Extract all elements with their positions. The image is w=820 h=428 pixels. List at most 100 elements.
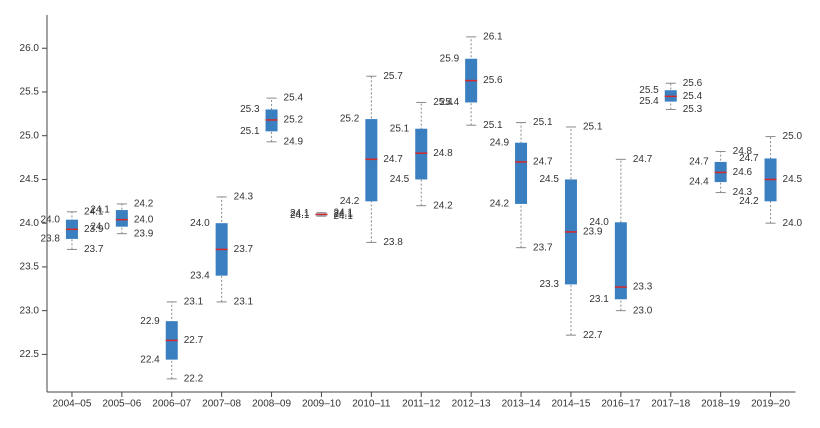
box bbox=[115, 210, 128, 227]
value-label: 25.2 bbox=[284, 115, 304, 126]
value-label: 24.5 bbox=[390, 174, 410, 185]
x-tick-label: 2007–08 bbox=[202, 399, 241, 410]
value-label: 24.1 bbox=[290, 208, 310, 219]
value-label: 23.0 bbox=[633, 305, 653, 316]
y-tick-label: 23.5 bbox=[20, 262, 40, 273]
value-label: 24.0 bbox=[783, 218, 803, 229]
y-tick-label: 26.0 bbox=[20, 43, 40, 54]
x-tick-label: 2005–06 bbox=[102, 399, 141, 410]
box bbox=[614, 222, 627, 300]
x-tick-label: 2008–09 bbox=[252, 399, 291, 410]
value-label: 24.7 bbox=[689, 157, 709, 168]
box bbox=[365, 119, 378, 202]
value-label: 23.8 bbox=[40, 234, 60, 245]
value-label: 25.4 bbox=[639, 96, 659, 107]
box bbox=[415, 128, 428, 180]
value-label: 24.3 bbox=[733, 187, 753, 198]
x-tick-label: 2011–12 bbox=[402, 399, 441, 410]
value-label: 25.4 bbox=[284, 93, 304, 104]
x-tick-label: 2018–19 bbox=[701, 399, 740, 410]
y-tick-label: 22.5 bbox=[20, 349, 40, 360]
value-label: 23.9 bbox=[84, 224, 104, 235]
value-label: 24.3 bbox=[234, 192, 254, 203]
value-label: 22.7 bbox=[583, 330, 603, 341]
value-label: 23.9 bbox=[134, 228, 154, 239]
value-label: 24.1 bbox=[90, 205, 110, 216]
value-label: 22.4 bbox=[140, 354, 160, 365]
value-label: 23.9 bbox=[583, 227, 603, 238]
value-label: 24.9 bbox=[490, 137, 510, 148]
value-label: 25.1 bbox=[483, 120, 503, 131]
y-tick-label: 25.0 bbox=[20, 130, 40, 141]
value-label: 25.9 bbox=[440, 53, 460, 64]
value-label: 24.1 bbox=[333, 207, 353, 218]
value-label: 25.4 bbox=[440, 97, 460, 108]
box bbox=[515, 142, 528, 204]
value-label: 25.1 bbox=[240, 126, 260, 137]
x-tick-label: 2017–18 bbox=[651, 399, 690, 410]
value-label: 24.1 bbox=[84, 206, 104, 217]
value-label: 25.3 bbox=[683, 104, 703, 115]
value-label: 23.7 bbox=[234, 244, 254, 255]
value-label: 23.3 bbox=[539, 279, 559, 290]
value-label: 22.2 bbox=[184, 374, 204, 385]
value-label: 24.0 bbox=[40, 214, 60, 225]
value-label: 22.7 bbox=[184, 335, 204, 346]
x-tick-label: 2009–10 bbox=[302, 399, 341, 410]
y-tick-label: 24.5 bbox=[20, 174, 40, 185]
value-label: 25.1 bbox=[583, 122, 603, 133]
value-label: 24.8 bbox=[733, 146, 753, 157]
x-tick-label: 2019–20 bbox=[751, 399, 790, 410]
value-label: 24.5 bbox=[783, 174, 803, 185]
value-label: 24.7 bbox=[533, 157, 553, 168]
value-label: 24.0 bbox=[589, 217, 609, 228]
value-label: 25.7 bbox=[383, 71, 403, 82]
value-label: 24.2 bbox=[134, 199, 154, 210]
x-tick-label: 2006–07 bbox=[152, 399, 191, 410]
value-label: 24.2 bbox=[490, 199, 510, 210]
value-label: 22.9 bbox=[140, 316, 160, 327]
value-label: 24.4 bbox=[689, 177, 709, 188]
value-label: 25.5 bbox=[639, 85, 659, 96]
value-label: 25.0 bbox=[783, 131, 803, 142]
value-label: 25.2 bbox=[340, 114, 360, 125]
value-label: 25.4 bbox=[683, 91, 703, 102]
value-label: 24.2 bbox=[340, 196, 360, 207]
y-tick-label: 23.0 bbox=[20, 305, 40, 316]
value-label: 24.0 bbox=[90, 221, 110, 232]
value-label: 23.1 bbox=[589, 294, 609, 305]
x-tick-label: 2004–05 bbox=[52, 399, 91, 410]
value-label: 24.1 bbox=[333, 211, 353, 222]
value-label: 25.4 bbox=[433, 97, 453, 108]
value-label: 25.1 bbox=[390, 123, 410, 134]
value-label: 24.1 bbox=[333, 209, 353, 220]
value-label: 24.8 bbox=[433, 148, 453, 159]
value-label: 24.2 bbox=[433, 200, 453, 211]
value-label: 24.6 bbox=[733, 167, 753, 178]
x-tick-label: 2013–14 bbox=[502, 399, 541, 410]
value-label: 24.9 bbox=[284, 136, 304, 147]
value-label: 24.0 bbox=[134, 214, 154, 225]
value-label: 24.5 bbox=[539, 174, 559, 185]
value-label: 24.7 bbox=[739, 153, 759, 164]
value-label: 23.8 bbox=[383, 237, 403, 248]
value-label: 25.6 bbox=[483, 75, 503, 86]
value-label: 23.7 bbox=[84, 244, 104, 255]
x-tick-label: 2012–13 bbox=[452, 399, 491, 410]
value-label: 24.0 bbox=[190, 218, 210, 229]
value-label: 24.2 bbox=[739, 196, 759, 207]
y-tick-label: 24.0 bbox=[20, 218, 40, 229]
value-label: 24.7 bbox=[633, 154, 653, 165]
value-label: 23.4 bbox=[190, 270, 210, 281]
value-label: 23.7 bbox=[533, 242, 553, 253]
value-label: 25.1 bbox=[533, 117, 553, 128]
x-tick-label: 2016–17 bbox=[601, 399, 640, 410]
value-label: 23.3 bbox=[633, 282, 653, 293]
value-label: 25.6 bbox=[683, 78, 703, 89]
value-label: 26.1 bbox=[483, 32, 503, 43]
y-tick-label: 25.5 bbox=[20, 87, 40, 98]
x-tick-label: 2014–15 bbox=[551, 399, 590, 410]
x-tick-label: 2010–11 bbox=[352, 399, 391, 410]
value-label: 23.1 bbox=[184, 297, 204, 308]
